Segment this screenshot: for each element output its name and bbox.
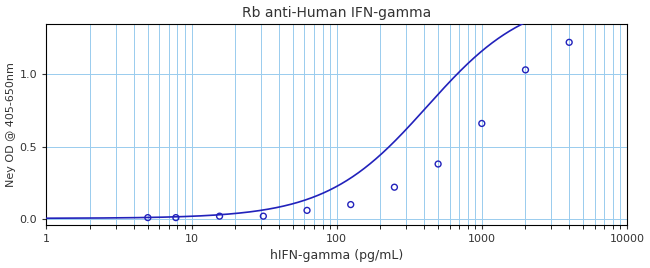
Title: Rb anti-Human IFN-gamma: Rb anti-Human IFN-gamma xyxy=(242,6,432,20)
Point xyxy=(258,214,268,218)
Point xyxy=(171,215,181,220)
Point xyxy=(389,185,400,189)
Point xyxy=(346,202,356,207)
Y-axis label: Ney OD @ 405-650nm: Ney OD @ 405-650nm xyxy=(6,62,16,187)
Point xyxy=(520,68,530,72)
Point xyxy=(476,121,487,126)
Point xyxy=(214,214,225,218)
Point xyxy=(302,208,312,213)
Point xyxy=(564,40,575,44)
Point xyxy=(433,162,443,166)
X-axis label: hIFN-gamma (pg/mL): hIFN-gamma (pg/mL) xyxy=(270,250,403,262)
Point xyxy=(142,215,153,220)
